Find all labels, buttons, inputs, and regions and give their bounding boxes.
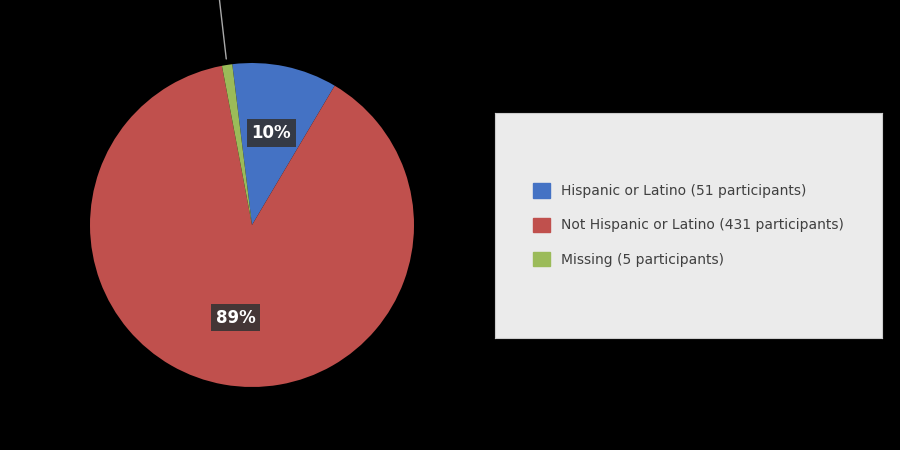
Wedge shape — [90, 66, 414, 387]
Legend: Hispanic or Latino (51 participants), Not Hispanic or Latino (431 participants),: Hispanic or Latino (51 participants), No… — [519, 170, 858, 280]
Wedge shape — [222, 64, 252, 225]
Text: 10%: 10% — [251, 124, 291, 142]
Text: 1%: 1% — [203, 0, 229, 59]
Wedge shape — [232, 63, 335, 225]
Text: 89%: 89% — [216, 309, 256, 327]
